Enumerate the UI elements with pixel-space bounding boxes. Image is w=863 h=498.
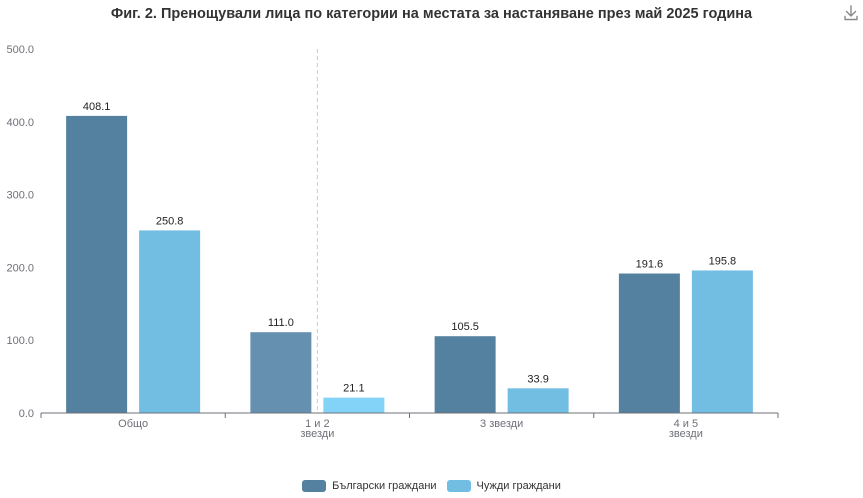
- data-label: 33.9: [527, 373, 548, 385]
- legend-swatch-series-2: [446, 480, 471, 492]
- data-label: 105.5: [451, 321, 479, 333]
- legend-label-series-1: Български граждани: [332, 480, 437, 492]
- legend-swatch-series-1: [302, 480, 327, 492]
- x-tick-label: звезди: [300, 428, 334, 440]
- bar-series-2: [691, 270, 753, 413]
- bar-series-2: [323, 397, 385, 413]
- y-tick-label: 500.0: [6, 44, 34, 56]
- data-label: 191.6: [636, 259, 664, 271]
- data-label: 111.0: [268, 317, 294, 329]
- y-tick-label: 200.0: [6, 262, 34, 274]
- legend-label-series-2: Чужди граждани: [476, 480, 561, 492]
- x-tick-label: 4 и 5: [674, 418, 699, 430]
- data-label: 408.1: [83, 101, 111, 113]
- chart-plot-area: 0.0 100.0 200.0 300.0 400.0 500.0 408.1 250.8 11…: [6, 44, 779, 440]
- bar-series-2: [507, 388, 569, 413]
- x-tick-label: звезди: [669, 428, 703, 440]
- legend-item-series-2[interactable]: Чужди граждани: [446, 480, 561, 492]
- bar-series-1: [618, 273, 680, 413]
- bar-series-1: [250, 332, 312, 413]
- bar-series-2: [139, 230, 201, 413]
- data-label: 195.8: [709, 255, 737, 267]
- y-tick-label: 400.0: [6, 117, 34, 129]
- bar-series-1: [66, 115, 128, 413]
- y-tick-label: 0.0: [19, 408, 34, 420]
- x-tick-label: 1 и 2: [305, 418, 330, 430]
- download-icon[interactable]: [842, 4, 860, 22]
- chart-legend: Български граждани Чужди граждани: [0, 480, 863, 492]
- y-tick-label: 100.0: [6, 335, 34, 347]
- bar-series-1: [434, 336, 496, 413]
- data-label: 250.8: [156, 215, 184, 227]
- chart-title: Фиг. 2. Пренощували лица по категории на…: [110, 6, 753, 22]
- y-tick-label: 300.0: [6, 190, 34, 202]
- x-tick-label: Общо: [118, 418, 148, 430]
- legend-item-series-1[interactable]: Български граждани: [302, 480, 437, 492]
- x-tick-label: 3 звезди: [480, 418, 523, 430]
- data-label: 21.1: [343, 383, 364, 395]
